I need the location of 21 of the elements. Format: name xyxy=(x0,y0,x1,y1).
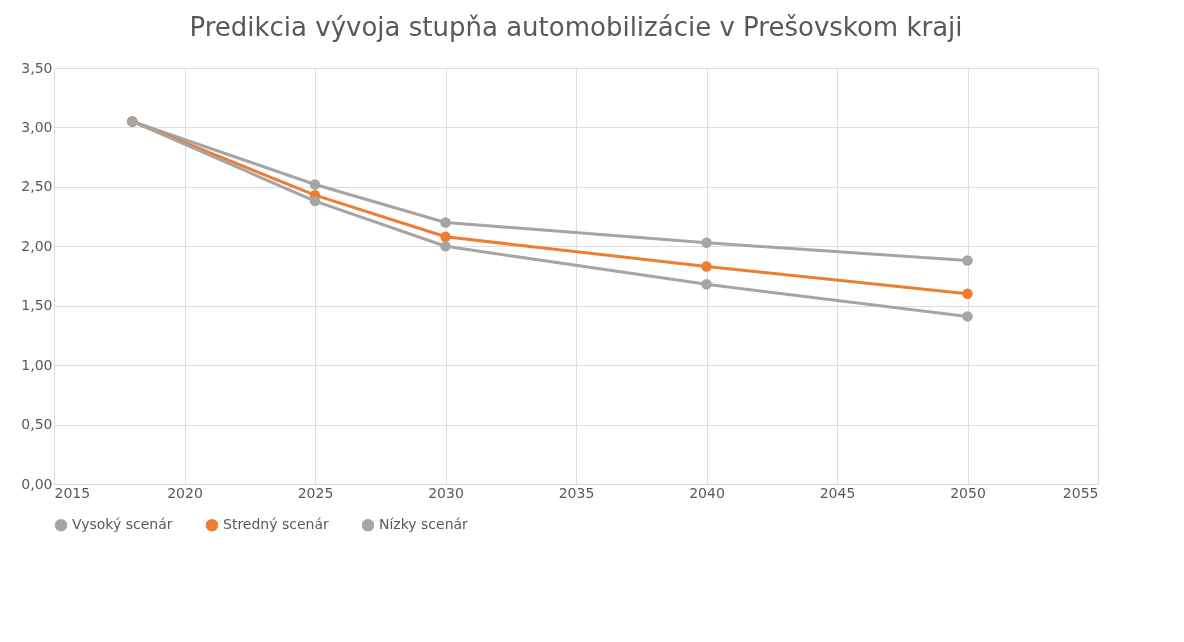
y-tick-label: 1,00 xyxy=(21,356,53,373)
y-tick-label: 3,50 xyxy=(21,59,53,76)
x-tick-label: 2015 xyxy=(54,484,91,501)
x-tick-label: 2050 xyxy=(950,484,986,501)
y-tick-label: 0,50 xyxy=(21,416,53,433)
x-tick-label: 2020 xyxy=(167,484,203,501)
x-tick-label: 2055 xyxy=(1062,484,1099,501)
y-tick-label: 2,00 xyxy=(21,237,53,254)
y-tick-label: 2,50 xyxy=(21,178,53,195)
x-tick-label: 2025 xyxy=(297,484,334,501)
x-tick-label: 2045 xyxy=(819,484,856,501)
legend-label: Nízky scenár xyxy=(379,516,469,533)
x-tick-label: 2035 xyxy=(558,484,595,501)
x-tick-label: 2030 xyxy=(428,484,464,501)
legend-label: Vysoký scenár xyxy=(72,516,173,533)
legend-label: Stredný scenár xyxy=(223,516,329,533)
y-tick-label: 1,50 xyxy=(21,297,53,314)
x-tick-label: 2040 xyxy=(689,484,725,501)
y-tick-label: 0,00 xyxy=(21,475,53,492)
y-tick-label: 3,00 xyxy=(21,118,53,135)
chart-title: Predikcia vývoja stupňa automobilizácie v Prešovskom kraji xyxy=(189,12,963,42)
